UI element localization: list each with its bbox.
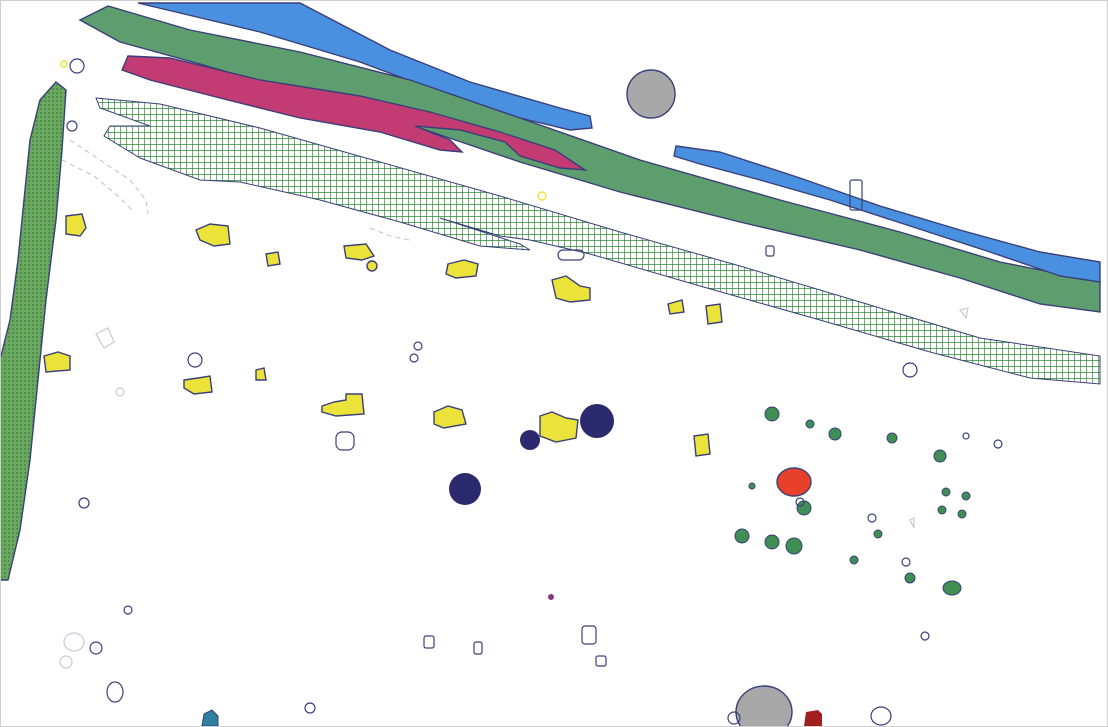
faint-feature xyxy=(115,387,125,397)
blue-channel-lower xyxy=(673,145,1101,283)
yellow-feature xyxy=(433,405,467,429)
magenta-band xyxy=(121,55,588,171)
small-outline xyxy=(595,655,607,667)
green-posthole xyxy=(849,555,859,565)
small-outline xyxy=(870,706,892,726)
faint-feature xyxy=(958,307,969,320)
small-outline xyxy=(89,641,103,655)
small-outline xyxy=(123,605,133,615)
yellow-feature xyxy=(43,351,71,373)
small-outline xyxy=(66,120,78,132)
faint-dashed-line xyxy=(369,227,411,241)
dark-red-feature xyxy=(804,710,822,726)
yellow-feature xyxy=(366,260,378,272)
faint-dashed-line xyxy=(69,139,149,215)
yellow-feature xyxy=(321,393,365,417)
empty-outlines xyxy=(66,58,1003,726)
yellow-feature xyxy=(693,433,711,457)
small-outline xyxy=(765,245,775,257)
faint-feature xyxy=(63,632,85,652)
small-outline xyxy=(335,431,355,451)
small-outline xyxy=(727,711,741,725)
small-outline xyxy=(69,58,85,74)
green-posthole xyxy=(937,505,947,515)
small-outline xyxy=(849,179,863,211)
yellow-ring xyxy=(537,191,547,201)
green-posthole xyxy=(957,509,967,519)
yellow-feature xyxy=(183,375,213,395)
green-posthole xyxy=(828,427,842,441)
green-posthole xyxy=(873,529,883,539)
grey-stone-upper xyxy=(626,69,676,119)
yellow-ring xyxy=(60,60,68,68)
yellow-feature xyxy=(705,303,723,325)
green-posthole xyxy=(904,572,916,584)
small-outline xyxy=(106,681,124,703)
green-posthole xyxy=(764,406,780,422)
small-outline xyxy=(962,432,970,440)
green-posthole xyxy=(942,580,962,596)
small-outline xyxy=(413,341,423,351)
small-outline xyxy=(423,635,435,649)
blue-channel-upper xyxy=(137,2,593,131)
small-outline xyxy=(993,439,1003,449)
yellow-feature xyxy=(445,259,479,279)
purple-dot xyxy=(548,594,554,600)
green-posthole xyxy=(785,537,803,555)
faint-dashed-line xyxy=(61,159,133,211)
green-postholes xyxy=(734,406,971,596)
green-posthole xyxy=(748,482,756,490)
green-posthole xyxy=(941,487,951,497)
small-outline xyxy=(901,557,911,567)
yellow-feature xyxy=(551,275,591,303)
green-posthole xyxy=(886,432,898,444)
green-posthole xyxy=(805,419,815,429)
green-posthole xyxy=(933,449,947,463)
small-outline xyxy=(795,497,805,507)
small-outline xyxy=(473,641,483,655)
hatched-band-left xyxy=(0,81,67,581)
small-outline xyxy=(304,702,316,714)
green-posthole xyxy=(764,534,780,550)
small-outline xyxy=(557,249,585,261)
faint-feature xyxy=(59,655,73,669)
navy-pit xyxy=(520,430,540,450)
navy-pit xyxy=(580,404,614,438)
red-feature xyxy=(776,467,812,497)
yellow-feature xyxy=(255,367,267,381)
navy-pits xyxy=(449,404,614,505)
small-outline xyxy=(867,513,877,523)
faint-feature xyxy=(909,517,915,529)
yellow-feature xyxy=(343,243,376,261)
small-outline xyxy=(920,631,930,641)
small-outline xyxy=(187,352,203,368)
yellow-feature xyxy=(195,223,231,247)
small-outline xyxy=(902,362,918,378)
green-posthole xyxy=(734,528,750,544)
small-outline xyxy=(409,353,419,363)
small-outline xyxy=(581,625,597,645)
yellow-feature xyxy=(539,411,579,443)
faint-outlines xyxy=(59,139,969,669)
hatched-band xyxy=(95,97,1101,385)
yellow-feature xyxy=(65,213,87,237)
small-outline xyxy=(78,497,90,509)
navy-pit xyxy=(449,473,481,505)
faint-feature xyxy=(95,327,115,349)
yellow-features xyxy=(43,213,723,457)
yellow-feature xyxy=(265,251,281,267)
yellow-feature xyxy=(667,299,685,315)
green-posthole xyxy=(961,491,971,501)
